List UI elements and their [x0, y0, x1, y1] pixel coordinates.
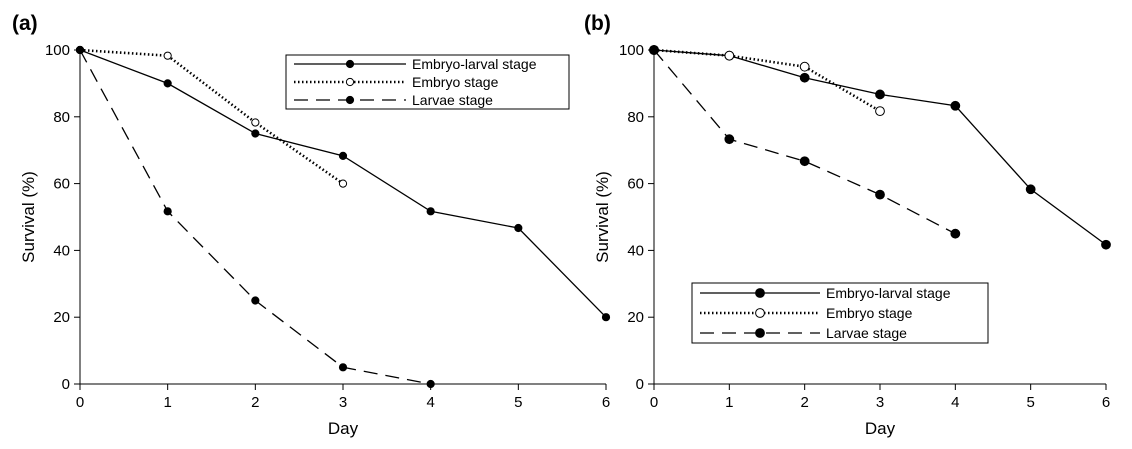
data-point	[251, 118, 260, 127]
x-tick-label: 3	[876, 394, 884, 411]
panel-label: (a)	[12, 12, 38, 35]
data-point	[950, 100, 961, 111]
y-tick-label: 0	[636, 376, 644, 393]
legend-marker	[345, 95, 355, 105]
legend: Embryo-larval stage Embryo stage Larvae st…	[691, 282, 989, 344]
x-tick-label: 4	[951, 394, 959, 411]
data-point	[514, 223, 523, 233]
data-point	[799, 61, 810, 72]
data-point	[426, 379, 435, 389]
y-tick-label: 80	[627, 109, 644, 126]
x-tick-label: 2	[800, 394, 808, 411]
legend-entry: Embryo stage	[826, 305, 913, 321]
panel-label: (b)	[584, 12, 611, 35]
data-point	[799, 156, 810, 167]
legend: Embryo-larval stage Embryo stage Larvae st…	[285, 54, 570, 110]
data-point	[724, 50, 735, 61]
x-tick-label: 5	[1026, 394, 1034, 411]
legend-entry: Embryo-larval stage	[412, 56, 537, 72]
data-point	[601, 313, 611, 322]
y-tick-label: 60	[627, 176, 644, 193]
y-tick-label: 80	[53, 109, 70, 126]
legend-marker	[345, 59, 355, 69]
data-point	[163, 51, 172, 60]
x-tick-label: 2	[251, 394, 259, 411]
legend-entry: Embryo-larval stage	[826, 285, 951, 301]
series-line-dotted	[653, 48, 881, 113]
data-point	[338, 179, 348, 188]
y-axis-title: Survival (%)	[19, 171, 38, 263]
data-point	[338, 151, 348, 160]
data-point	[1025, 184, 1036, 195]
data-point	[338, 363, 348, 372]
series-line-dashed	[653, 49, 956, 235]
data-point	[163, 79, 172, 88]
x-tick-label: 0	[650, 394, 658, 411]
data-point	[75, 45, 85, 55]
data-point	[251, 129, 260, 138]
legend-entry: Embryo stage	[412, 74, 499, 90]
y-tick-label: 40	[627, 242, 644, 259]
data-point	[724, 134, 735, 145]
x-tick-label: 5	[514, 394, 522, 411]
series-line-solid	[653, 49, 1107, 246]
chart-panel-a: (a) 0 20 40 60 80 100 0 1 2 3 4 5 6 Day Survival (%) Emb…	[12, 12, 610, 438]
x-tick-label: 4	[426, 394, 434, 411]
y-tick-label: 20	[627, 309, 644, 326]
x-tick-label: 6	[1102, 394, 1110, 411]
data-point	[799, 72, 810, 83]
data-point	[875, 89, 885, 100]
x-tick-label: 1	[725, 394, 733, 411]
y-tick-label: 40	[53, 242, 70, 259]
data-point	[950, 228, 961, 239]
x-tick-label: 3	[339, 394, 347, 411]
legend-marker	[755, 328, 765, 338]
y-tick-label: 0	[62, 376, 70, 393]
data-point	[1101, 239, 1111, 250]
x-axis-title: Day	[865, 419, 896, 438]
y-tick-label: 100	[45, 42, 70, 59]
x-tick-label: 6	[602, 394, 610, 411]
data-point	[163, 207, 172, 216]
legend-marker	[755, 308, 765, 318]
y-axis-title: Survival (%)	[593, 171, 612, 263]
y-tick-label: 20	[53, 309, 70, 326]
data-point	[875, 106, 885, 117]
data-point	[875, 189, 885, 200]
chart-panel-b: (b) 0 20 40 60 80 100 0 1 2 3 4 5 6 Day Survival (%) Emb…	[584, 12, 1111, 438]
x-axis-title: Day	[328, 419, 359, 438]
legend-marker	[345, 77, 355, 87]
x-tick-label: 0	[76, 394, 84, 411]
legend-entry: Larvae stage	[412, 92, 493, 108]
x-tick-label: 1	[163, 394, 171, 411]
y-tick-label: 100	[619, 42, 644, 59]
data-point	[251, 296, 260, 305]
data-point	[426, 207, 435, 216]
data-point	[649, 45, 659, 55]
legend-entry: Larvae stage	[826, 325, 907, 341]
y-tick-label: 60	[53, 176, 70, 193]
legend-marker	[755, 288, 765, 298]
